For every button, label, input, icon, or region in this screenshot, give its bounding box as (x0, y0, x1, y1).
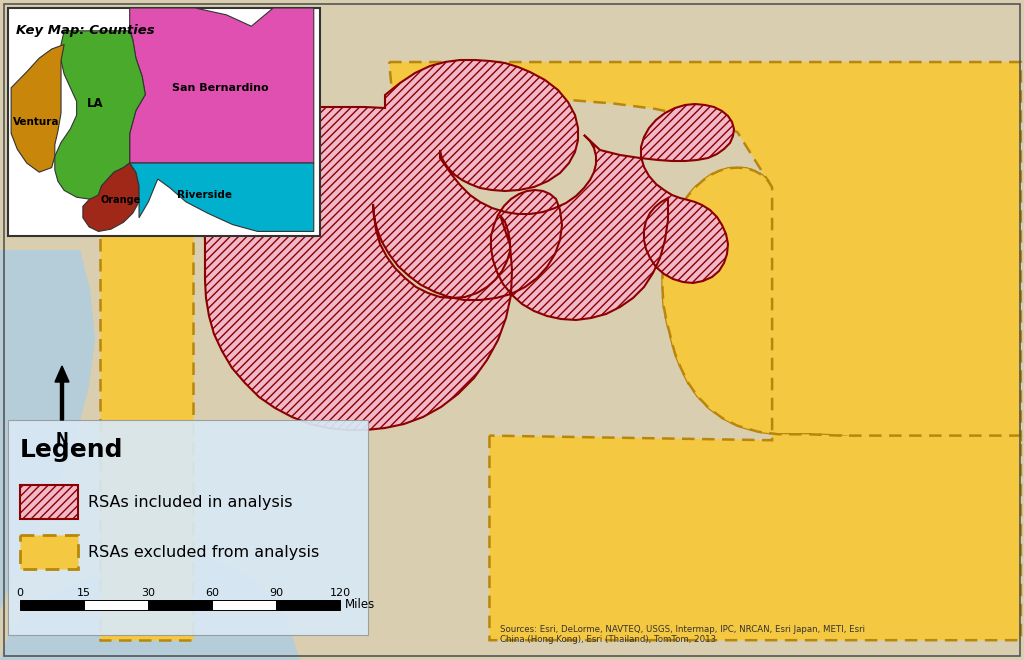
Text: RSAs included in analysis: RSAs included in analysis (88, 494, 293, 510)
Polygon shape (11, 44, 65, 172)
Text: 120: 120 (330, 588, 350, 598)
Text: Key Map: Counties: Key Map: Counties (16, 24, 155, 37)
Polygon shape (0, 250, 300, 660)
Bar (212, 600, 276, 610)
Text: LA: LA (87, 97, 103, 110)
Polygon shape (55, 31, 145, 199)
Text: Sources: Esri, DeLorme, NAVTEQ, USGS, Intermap, IPC, NRCAN, Esri Japan, METI, Es: Sources: Esri, DeLorme, NAVTEQ, USGS, In… (500, 624, 865, 644)
Bar (84, 600, 148, 610)
Text: Ventura: Ventura (13, 117, 59, 127)
Text: 15: 15 (77, 588, 91, 598)
Polygon shape (83, 163, 139, 232)
Text: N: N (55, 432, 69, 447)
Text: 60: 60 (205, 588, 219, 598)
Bar (20, 600, 84, 610)
Polygon shape (489, 168, 1021, 640)
FancyBboxPatch shape (8, 420, 368, 635)
Bar (276, 600, 340, 610)
Text: 0: 0 (16, 588, 24, 598)
Polygon shape (130, 8, 313, 163)
Text: 30: 30 (141, 588, 155, 598)
Text: Riverside: Riverside (177, 190, 232, 200)
FancyBboxPatch shape (20, 485, 78, 519)
Text: Orange: Orange (100, 195, 140, 205)
Polygon shape (193, 60, 734, 430)
Bar (8, 8, 319, 236)
Bar (148, 600, 212, 610)
Text: Legend: Legend (20, 438, 124, 462)
Text: RSAs excluded from analysis: RSAs excluded from analysis (88, 544, 319, 560)
Text: 90: 90 (269, 588, 283, 598)
Text: San Bernardino: San Bernardino (172, 82, 268, 93)
Text: Miles: Miles (345, 599, 375, 612)
FancyBboxPatch shape (20, 535, 78, 569)
Polygon shape (0, 250, 95, 660)
Polygon shape (100, 195, 193, 640)
FancyArrow shape (55, 366, 69, 420)
Polygon shape (389, 62, 1021, 440)
Polygon shape (130, 163, 313, 232)
